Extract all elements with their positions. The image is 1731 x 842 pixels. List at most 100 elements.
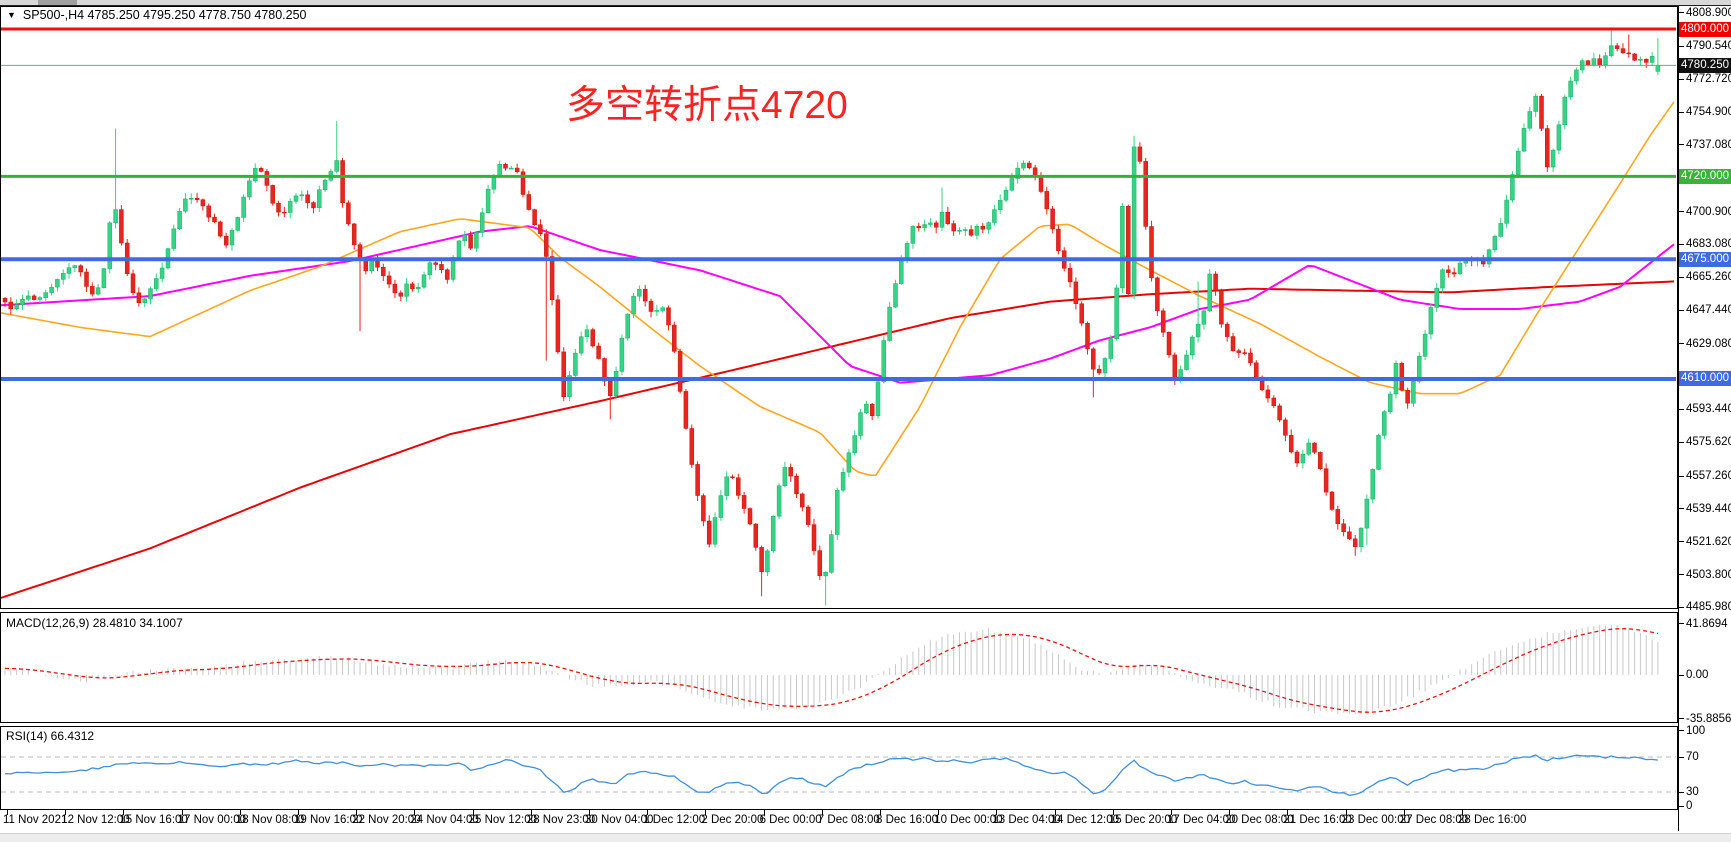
price-badge-4800.000: 4800.000 xyxy=(1679,21,1731,37)
rsi-axis-label: 0 xyxy=(1686,800,1693,812)
time-axis-tick xyxy=(589,810,590,815)
scrollbar-thumb[interactable] xyxy=(38,0,77,5)
time-axis-tick xyxy=(1403,810,1405,815)
price-axis-label: 4485.980 xyxy=(1686,601,1731,614)
macd-panel[interactable] xyxy=(4,624,1659,715)
price-axis-tick xyxy=(1679,606,1684,608)
price-axis-tick xyxy=(1679,12,1684,14)
price-axis-label: 4790.540 xyxy=(1686,40,1731,53)
price-axis-label: 4629.080 xyxy=(1686,337,1731,350)
time-axis-label: 11 Nov 2021 xyxy=(3,814,68,826)
price-badge-4610.000: 4610.000 xyxy=(1679,371,1731,387)
price-axis-label: 4700.900 xyxy=(1686,205,1731,218)
ma-fast-orange xyxy=(1,101,1675,477)
time-axis-tick xyxy=(1054,810,1056,815)
time-axis-label: 28 Nov 23:00 xyxy=(526,814,596,826)
price-axis-tick xyxy=(1679,78,1684,80)
time-axis-tick xyxy=(1112,810,1114,815)
time-axis-label: 28 Dec 16:00 xyxy=(1458,814,1527,826)
time-axis-tick xyxy=(65,810,67,815)
time-axis-label: 23 Dec 00:00 xyxy=(1341,814,1411,826)
time-axis-label: 8 Dec 16:00 xyxy=(876,814,939,826)
time-axis-tick xyxy=(938,810,940,815)
rsi-axis-tick xyxy=(1679,756,1684,758)
main-price-panel[interactable] xyxy=(0,27,1677,606)
rsi-line xyxy=(4,754,1658,796)
time-axis-label: 17 Nov 00:00 xyxy=(177,814,247,826)
symbol-info-bar: ▼ SP500-,H4 4785.250 4795.250 4778.750 47… xyxy=(7,8,307,22)
price-axis-label: 4557.260 xyxy=(1686,470,1731,483)
time-axis-tick xyxy=(1345,810,1347,815)
panel-frame xyxy=(0,726,1678,810)
macd-label: MACD(12,26,9) 28.4810 34.1007 xyxy=(6,616,183,630)
window-top-border xyxy=(0,5,1731,6)
price-axis-label: 4772.720 xyxy=(1686,73,1731,86)
time-axis-tick xyxy=(123,810,125,815)
price-axis-tick xyxy=(1679,343,1684,345)
time-axis-tick xyxy=(880,810,881,815)
price-axis-tick xyxy=(1679,475,1684,477)
macd-axis-label: -35.8856 xyxy=(1686,712,1731,725)
macd-axis-tick xyxy=(1679,674,1684,676)
price-axis-tick xyxy=(1679,211,1684,213)
price-axis-tick xyxy=(1679,111,1684,113)
rsi-axis-tick xyxy=(1679,791,1684,793)
price-axis-label: 4575.620 xyxy=(1686,436,1731,449)
window-bottom-strip xyxy=(0,833,1731,842)
time-axis-tick xyxy=(763,810,765,815)
panel-frame xyxy=(0,6,1678,609)
time-axis-label: 20 Dec 08:00 xyxy=(1225,814,1294,826)
time-axis-tick xyxy=(1287,810,1289,815)
time-axis-tick xyxy=(647,810,649,815)
price-badge-4675.000: 4675.000 xyxy=(1679,251,1731,267)
candles-layer xyxy=(2,29,1661,606)
time-axis-label: 18 Nov 08:00 xyxy=(235,814,305,826)
time-axis-label: 13 Dec 04:00 xyxy=(992,814,1061,826)
price-axis-label: 4521.620 xyxy=(1686,535,1731,548)
annotation-text[interactable]: 多空转折点4720 xyxy=(566,84,848,127)
macd-axis-tick xyxy=(1679,623,1684,625)
time-axis-tick xyxy=(821,810,823,815)
time-axis-tick xyxy=(356,810,358,815)
price-axis-label: 4539.440 xyxy=(1686,502,1731,515)
macd-axis-label: 41.8694 xyxy=(1686,617,1728,630)
time-axis-tick xyxy=(530,810,532,815)
price-axis-label: 4737.080 xyxy=(1686,138,1731,151)
price-axis-tick xyxy=(1679,276,1684,278)
time-axis-tick xyxy=(1171,810,1172,815)
time-axis-label: 2 Dec 20:00 xyxy=(701,814,764,826)
time-axis-label: 7 Dec 08:00 xyxy=(817,814,880,826)
rsi-label: RSI(14) 66.4312 xyxy=(6,729,95,743)
time-axis-label: 21 Dec 16:00 xyxy=(1283,814,1352,826)
price-axis-label: 4503.800 xyxy=(1686,568,1731,581)
time-axis-tick xyxy=(239,810,241,815)
collapse-chevron-icon[interactable]: ▼ xyxy=(7,10,16,20)
time-axis-tick xyxy=(1229,810,1231,815)
price-axis-label: 4683.080 xyxy=(1686,238,1731,251)
window-top-strip xyxy=(0,0,1731,5)
time-axis-label: 17 Dec 04:00 xyxy=(1167,814,1236,826)
macd-signal-line xyxy=(4,628,1659,713)
price-axis-tick xyxy=(1679,309,1684,311)
price-badge-4780.250: 4780.250 xyxy=(1679,57,1731,73)
time-axis-label: 12 Nov 12:00 xyxy=(61,814,130,826)
time-axis-label: 27 Dec 08:00 xyxy=(1399,814,1469,826)
price-axis-label: 4647.440 xyxy=(1686,304,1731,316)
time-axis-tick xyxy=(1462,810,1463,815)
price-axis-label: 4593.440 xyxy=(1686,403,1731,416)
time-axis-tick xyxy=(705,810,707,815)
time-axis-label: 14 Dec 12:00 xyxy=(1050,814,1120,826)
price-axis-label: 4808.900 xyxy=(1686,6,1731,19)
rsi-axis-tick xyxy=(1679,805,1684,807)
time-axis-tick xyxy=(7,810,8,815)
time-axis-tick xyxy=(996,810,998,815)
ma-slow-red xyxy=(1,280,1675,599)
time-axis-label: 22 Nov 20:00 xyxy=(352,814,421,826)
rsi-panel[interactable] xyxy=(1,754,1677,796)
macd-axis-tick xyxy=(1679,718,1684,720)
panel-frame xyxy=(0,612,1678,723)
time-axis-label: 1 Dec 12:00 xyxy=(643,814,706,826)
price-axis-tick xyxy=(1679,574,1684,576)
